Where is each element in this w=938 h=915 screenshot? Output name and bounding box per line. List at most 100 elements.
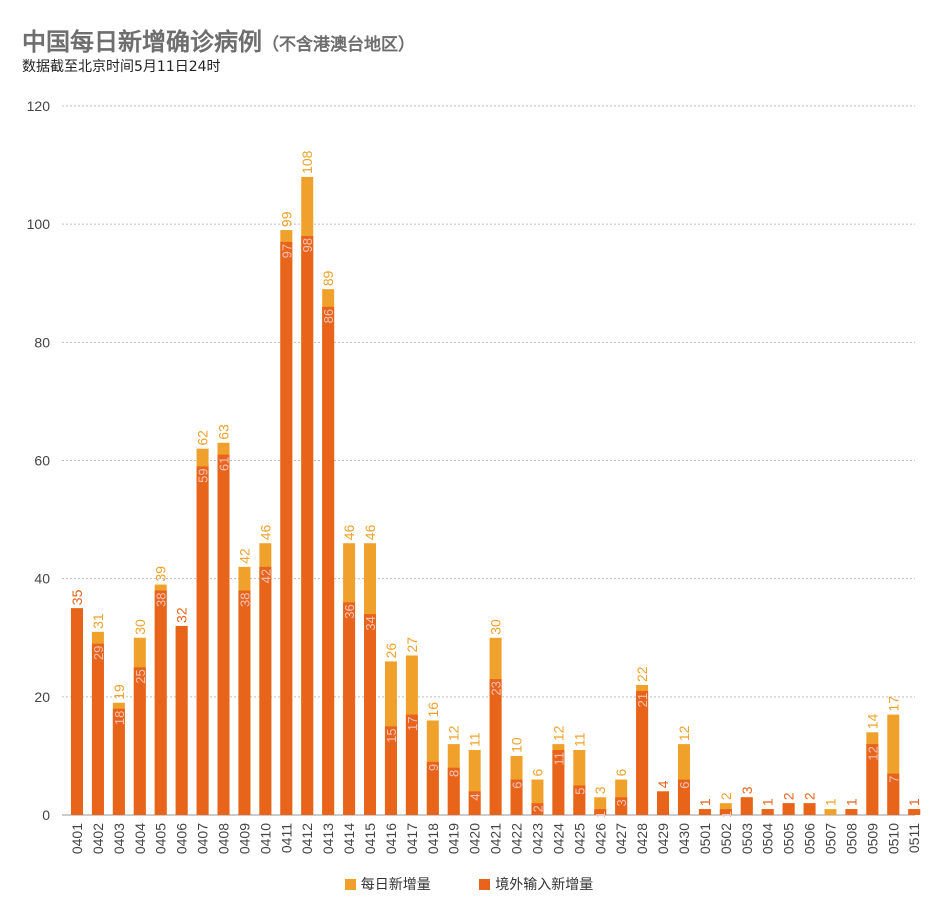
x-tick-label: 0419 — [446, 823, 462, 854]
chart-title-paren: （不含港澳台地区） — [262, 35, 415, 55]
data-label-imported: 15 — [384, 728, 399, 742]
x-tick-label: 0422 — [509, 823, 525, 854]
data-label-total: 2 — [781, 792, 797, 800]
x-tick-label: 0510 — [885, 823, 901, 854]
chart-subtitle: 数据截至北京时间5月11日24时 — [22, 59, 221, 75]
bar-total — [824, 809, 837, 815]
x-tick-label: 0413 — [320, 823, 336, 854]
data-label-imported: 42 — [258, 569, 273, 583]
data-label-total: 3 — [739, 786, 755, 794]
bar-imported — [468, 791, 481, 815]
x-tick-label: 0410 — [257, 823, 273, 854]
y-tick-label: 0 — [42, 807, 50, 823]
x-tick-label: 0502 — [718, 823, 734, 854]
bar-imported — [447, 767, 460, 815]
x-tick-label: 0420 — [467, 823, 483, 854]
data-label-imported: 23 — [489, 681, 504, 695]
x-tick-label: 0421 — [488, 823, 504, 854]
legend-label-total: 每日新增量 — [360, 877, 431, 893]
bar-imported — [782, 803, 795, 815]
bar-imported — [217, 454, 230, 815]
x-tick-label: 0427 — [613, 823, 629, 854]
bar-imported — [71, 608, 83, 815]
data-label-imported: 86 — [321, 309, 336, 323]
bar-imported — [489, 679, 502, 815]
data-label-total: 19 — [111, 684, 127, 700]
x-tick-label: 0506 — [802, 823, 818, 854]
data-label-total: 31 — [90, 613, 106, 629]
x-tick-label: 0509 — [864, 823, 880, 854]
data-label-total: 11 — [467, 732, 483, 747]
data-label-imported: 3 — [614, 799, 629, 806]
bar-imported — [531, 803, 544, 815]
x-tick-label: 0503 — [739, 823, 755, 854]
bar-imported — [196, 466, 209, 815]
y-tick-label: 40 — [34, 571, 50, 587]
bar-imported — [803, 803, 816, 815]
data-label-total: 17 — [885, 696, 901, 712]
x-tick-label: 0406 — [174, 823, 190, 854]
bar-imported — [657, 791, 670, 815]
x-tick-label: 0405 — [153, 823, 169, 854]
x-tick-label: 0401 — [69, 823, 85, 854]
x-tick-label: 0505 — [781, 823, 797, 854]
x-tick-label: 0402 — [90, 823, 106, 854]
y-tick-label: 120 — [27, 98, 51, 114]
x-tick-label: 0409 — [236, 823, 252, 854]
y-tick-label: 60 — [34, 453, 50, 469]
data-label-total: 2 — [802, 792, 818, 800]
bar-imported — [133, 667, 146, 815]
bar-imported — [887, 773, 900, 815]
data-label-imported: 34 — [363, 616, 378, 630]
data-label-total: 6 — [613, 769, 629, 777]
data-label-total: 35 — [69, 589, 85, 605]
x-tick-label: 0414 — [341, 823, 357, 854]
y-tick-label: 20 — [34, 689, 50, 705]
bar-imported — [594, 809, 607, 815]
data-label-total: 22 — [634, 666, 650, 682]
data-label-total: 42 — [236, 548, 252, 564]
x-tick-label: 0412 — [299, 823, 315, 854]
y-tick-label: 100 — [27, 216, 51, 232]
bar-imported — [677, 779, 690, 815]
bar-imported — [761, 809, 774, 815]
bar-imported — [384, 726, 397, 815]
bar-imported — [112, 708, 125, 815]
data-label-total: 63 — [216, 424, 232, 440]
data-label-imported: 18 — [112, 711, 127, 725]
x-tick-label: 0426 — [592, 823, 608, 854]
data-label-total: 1 — [760, 798, 776, 806]
data-label-imported: 98 — [300, 238, 315, 252]
x-tick-label: 0511 — [906, 823, 922, 853]
data-label-total: 1 — [822, 798, 838, 806]
data-label-total: 12 — [550, 725, 566, 741]
data-label-total: 1 — [697, 798, 713, 806]
data-label-imported: 11 — [551, 752, 566, 766]
bar-chart: 0204060801001203504013129040219180403302… — [27, 98, 923, 854]
x-tick-label: 0501 — [697, 823, 713, 854]
data-label-total: 6 — [529, 769, 545, 777]
chart-title-main: 中国每日新增确诊病例 — [22, 28, 262, 56]
data-label-imported: 21 — [635, 693, 650, 707]
x-tick-label: 0415 — [362, 823, 378, 854]
data-label-imported: 5 — [572, 787, 587, 794]
bar-imported — [91, 643, 104, 815]
x-tick-label: 0423 — [529, 823, 545, 854]
data-label-total: 12 — [676, 725, 692, 741]
chart-legend: 每日新增量 境外输入新增量 — [0, 874, 938, 894]
bar-imported — [238, 590, 251, 815]
data-label-imported: 1 — [593, 811, 608, 818]
legend-item-total: 每日新增量 — [344, 874, 431, 894]
bar-imported — [343, 602, 356, 815]
bar-imported — [615, 797, 628, 815]
data-label-imported: 61 — [217, 457, 232, 471]
data-label-total: 16 — [425, 702, 441, 718]
bar-imported — [908, 809, 921, 815]
bar-imported — [175, 625, 188, 815]
bar-imported — [364, 614, 377, 815]
data-label-imported: 29 — [91, 646, 106, 660]
x-tick-label: 0429 — [655, 823, 671, 854]
data-label-imported: 8 — [447, 770, 462, 777]
data-label-total: 46 — [362, 524, 378, 540]
data-label-total: 12 — [446, 725, 462, 741]
